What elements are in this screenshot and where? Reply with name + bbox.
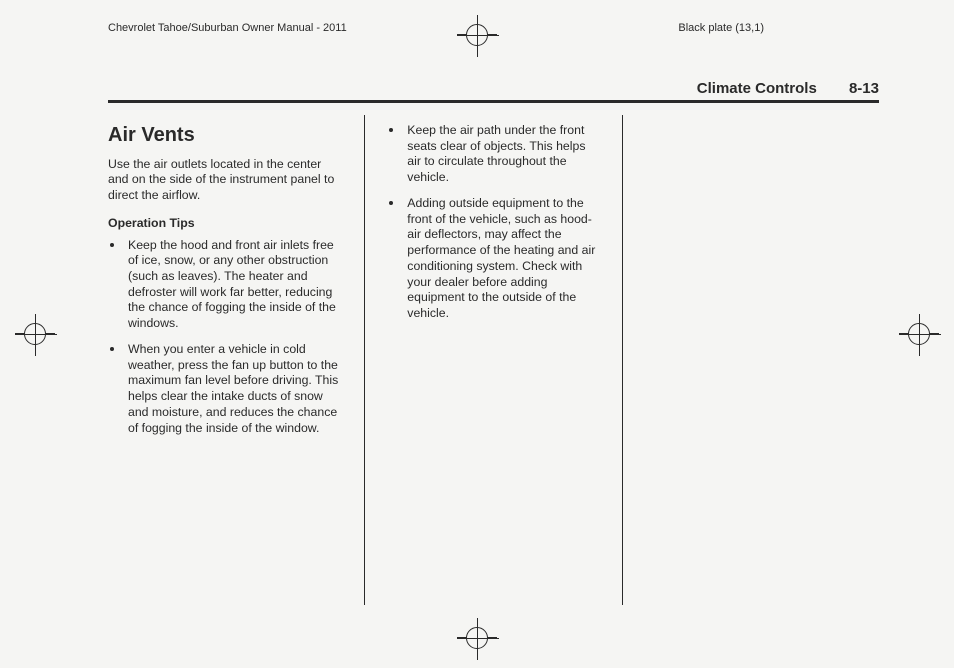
header-rule bbox=[108, 100, 879, 103]
section-name: Climate Controls bbox=[697, 80, 817, 97]
tip-text: When you enter a vehicle in cold weather… bbox=[128, 342, 338, 435]
tips-list: Keep the hood and front air inlets free … bbox=[108, 238, 340, 437]
crop-mark-icon bbox=[15, 314, 55, 354]
plate-info: Black plate (13,1) bbox=[678, 22, 764, 34]
bullet-icon bbox=[389, 201, 393, 205]
tip-text: Keep the air path under the front seats … bbox=[407, 123, 585, 184]
bullet-icon bbox=[110, 243, 114, 247]
crop-mark-icon bbox=[457, 618, 497, 658]
list-item: Keep the hood and front air inlets free … bbox=[108, 238, 340, 332]
manual-title: Chevrolet Tahoe/Suburban Owner Manual - … bbox=[108, 22, 347, 34]
subheading: Operation Tips bbox=[108, 216, 340, 232]
crop-mark-icon bbox=[457, 15, 497, 55]
list-item: When you enter a vehicle in cold weather… bbox=[108, 342, 340, 436]
list-item: Adding outside equipment to the front of… bbox=[387, 196, 597, 322]
tips-list: Keep the air path under the front seats … bbox=[387, 123, 597, 322]
tip-text: Adding outside equipment to the front of… bbox=[407, 196, 595, 320]
section-title: Air Vents bbox=[108, 123, 340, 149]
manual-page: Chevrolet Tahoe/Suburban Owner Manual - … bbox=[0, 0, 954, 668]
crop-mark-icon bbox=[899, 314, 939, 354]
page-number: 8-13 bbox=[849, 80, 879, 97]
intro-text: Use the air outlets located in the cente… bbox=[108, 157, 340, 204]
column-3 bbox=[623, 115, 880, 605]
column-1: Air Vents Use the air outlets located in… bbox=[108, 115, 365, 605]
column-2: Keep the air path under the front seats … bbox=[365, 115, 622, 605]
bullet-icon bbox=[110, 347, 114, 351]
page-header: Climate Controls 8-13 bbox=[108, 80, 879, 97]
list-item: Keep the air path under the front seats … bbox=[387, 123, 597, 186]
content-columns: Air Vents Use the air outlets located in… bbox=[108, 115, 880, 605]
tip-text: Keep the hood and front air inlets free … bbox=[128, 238, 336, 331]
bullet-icon bbox=[389, 128, 393, 132]
